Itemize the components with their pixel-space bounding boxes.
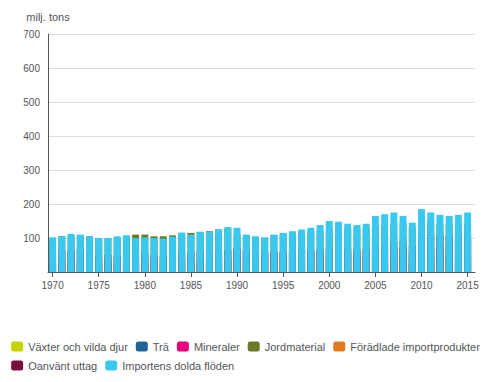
svg-text:1985: 1985 (180, 280, 203, 291)
svg-text:1980: 1980 (134, 280, 157, 291)
svg-text:1990: 1990 (226, 280, 249, 291)
svg-text:Trä: Trä (153, 341, 170, 353)
svg-text:1995: 1995 (272, 280, 295, 291)
svg-text:1975: 1975 (88, 280, 111, 291)
svg-text:600: 600 (23, 63, 40, 74)
svg-text:2005: 2005 (364, 280, 387, 291)
svg-text:Importens dolda flöden: Importens dolda flöden (122, 360, 234, 372)
svg-text:2000: 2000 (318, 280, 341, 291)
svg-text:Oanvänt uttag: Oanvänt uttag (28, 360, 97, 372)
svg-text:Mineraler: Mineraler (194, 341, 240, 353)
svg-text:2010: 2010 (410, 280, 433, 291)
svg-text:Jordmaterial: Jordmaterial (265, 341, 326, 353)
svg-text:500: 500 (23, 97, 40, 108)
svg-text:1970: 1970 (41, 280, 64, 291)
svg-text:400: 400 (23, 131, 40, 142)
svg-text:700: 700 (23, 29, 40, 40)
svg-text:2015: 2015 (456, 280, 479, 291)
svg-text:milj. tons: milj. tons (26, 11, 70, 23)
svg-text:300: 300 (23, 165, 40, 176)
svg-text:Förädlade importprodukter: Förädlade importprodukter (350, 341, 480, 353)
svg-text:200: 200 (23, 199, 40, 210)
svg-text:100: 100 (23, 233, 40, 244)
svg-text:Växter och vilda djur: Växter och vilda djur (28, 341, 128, 353)
